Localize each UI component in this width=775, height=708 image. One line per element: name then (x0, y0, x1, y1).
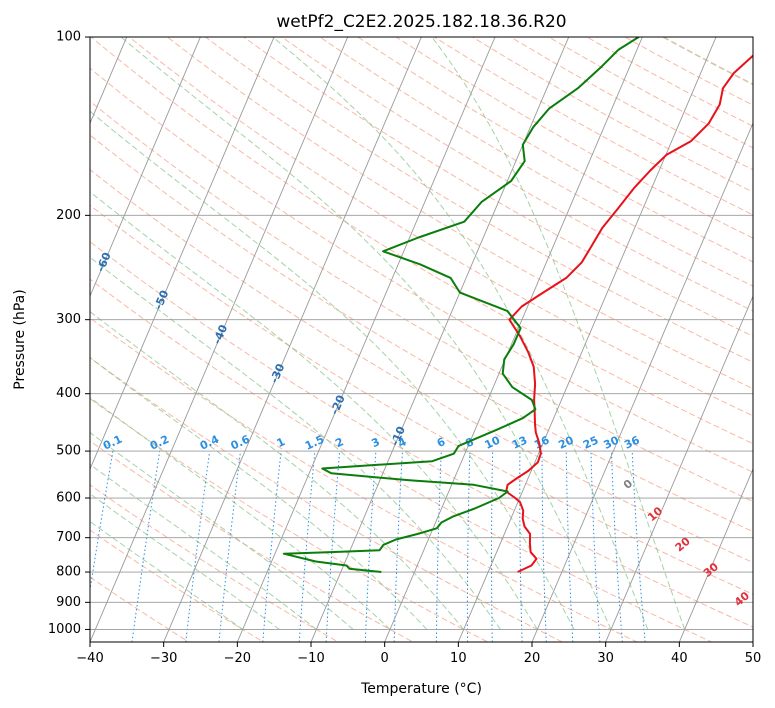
moist-adiabat (431, 37, 686, 630)
isotherm (90, 37, 349, 642)
dry-adiabat (128, 37, 753, 417)
dry-adiabat (509, 37, 753, 171)
mixing-ratio-label: 10 (483, 433, 503, 451)
moist-adiabat (90, 431, 354, 630)
mixing-ratio-label: 25 (581, 434, 600, 452)
isotherm (90, 37, 275, 471)
y-tick-label: 600 (56, 491, 81, 506)
x-tick-label: −40 (76, 651, 103, 666)
moist-adiabat (90, 310, 465, 630)
mixing-ratio-label: 13 (510, 434, 529, 452)
dry-adiabat (90, 241, 753, 628)
isotherm (531, 122, 753, 642)
dry-adiabat (280, 37, 753, 312)
moist-adiabat (272, 37, 649, 630)
moist-adiabat (120, 37, 612, 630)
y-tick-label: 300 (56, 312, 81, 327)
dry-adiabat (471, 37, 753, 193)
plot-area: -100-90-80-70-60-50-40-30-20-100.10.20.4… (90, 37, 753, 642)
dry-adiabat (242, 37, 753, 337)
x-tick-label: 40 (671, 651, 688, 666)
y-tick-label: 400 (56, 386, 81, 401)
isotherm (457, 37, 717, 642)
chart-title: wetPf2_C2E2.2025.182.18.36.R20 (276, 12, 566, 32)
y-tick-label: 500 (56, 444, 81, 459)
dry-adiabat (585, 37, 753, 127)
dry-adiabat (547, 37, 753, 149)
x-tick-label: 50 (745, 651, 762, 666)
dewpoint-profile (282, 37, 640, 573)
moist-adiabat (90, 463, 317, 630)
y-tick-label: 900 (56, 595, 81, 610)
dry-adiabat (90, 317, 639, 642)
dry-adiabat (90, 37, 753, 445)
y-tick-label: 1000 (48, 622, 81, 637)
mixing-ratio-label: 20 (556, 433, 576, 451)
dry-adiabat (90, 204, 753, 595)
x-tick-label: 0 (381, 651, 389, 666)
dry-adiabat (90, 484, 340, 642)
dry-adiabat (90, 168, 753, 564)
dry-adiabat (204, 37, 753, 363)
plot-frame (89, 36, 754, 643)
isobars (90, 37, 753, 630)
moist-adiabat (90, 520, 243, 630)
y-tick-label: 100 (56, 30, 81, 45)
isotherm (236, 37, 496, 642)
moist-adiabat (90, 110, 575, 630)
isotherm (310, 37, 570, 642)
isotherm (90, 37, 201, 298)
y-tick-label: 800 (56, 565, 81, 580)
x-tick-label: −10 (297, 651, 324, 666)
moist-adiabat (90, 191, 538, 630)
dry-adiabat (395, 37, 753, 239)
x-axis: −40 −30 −20 −10 0 10 20 30 40 50 (76, 642, 761, 666)
x-tick-label: 30 (597, 651, 614, 666)
dry-adiabat (90, 134, 753, 533)
dry-adiabat (90, 278, 713, 642)
dry-adiabats (90, 37, 753, 642)
x-tick-label: 10 (450, 651, 467, 666)
isotherms (90, 37, 753, 642)
line-labels: -100-90-80-70-60-50-40-30-20-100.10.20.4… (94, 250, 752, 609)
x-axis-label: Temperature (°C) (360, 681, 482, 697)
y-axis: 100 200 300 400 500 600 700 800 900 1000 (48, 30, 90, 637)
mixing-ratio-label: 30 (602, 433, 622, 451)
isotherm (163, 37, 422, 642)
y-axis-label: Pressure (hPa) (12, 289, 28, 389)
x-tick-label: 20 (524, 651, 541, 666)
x-tick-label: −20 (224, 651, 251, 666)
isotherm (678, 467, 753, 642)
sounding-series (282, 37, 753, 573)
dry-adiabat (90, 67, 753, 473)
temperature-profile (505, 54, 753, 573)
mixing-ratio-label: 36 (622, 433, 642, 451)
x-tick-label: −30 (150, 651, 177, 666)
moist-adiabat (90, 396, 391, 630)
y-tick-label: 200 (56, 208, 81, 223)
isotherm (90, 37, 128, 125)
y-tick-label: 700 (56, 530, 81, 545)
moist-adiabat (90, 357, 428, 630)
dry-adiabat (90, 100, 753, 503)
isotherm (605, 294, 753, 642)
dry-adiabat (319, 37, 753, 287)
dry-adiabat (90, 529, 265, 642)
